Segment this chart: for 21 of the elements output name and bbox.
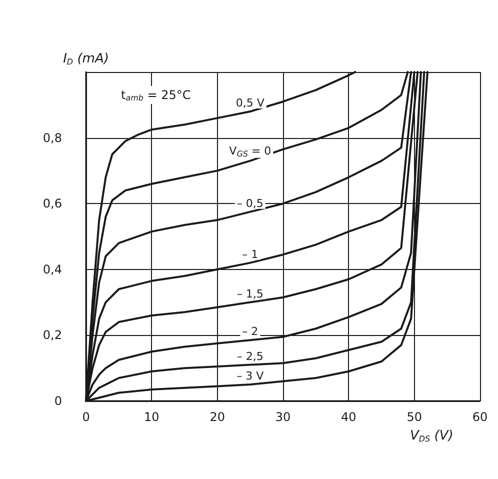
series-label: – 0,5 <box>236 196 264 210</box>
series-label: – 1 <box>242 248 258 261</box>
series-label: – 2,5 <box>236 350 264 363</box>
y-axis-title: ID (mA) <box>63 52 109 66</box>
x-tick-label: 50 <box>406 410 422 424</box>
y-tick-label: 0,6 <box>42 196 62 211</box>
y-tick-label: 0,4 <box>42 262 62 276</box>
x-tick-label: 30 <box>275 410 291 424</box>
x-tick-label: 10 <box>144 410 160 424</box>
y-tick-label: 0,8 <box>42 130 62 145</box>
x-tick-label: 40 <box>341 410 356 424</box>
y-tick-label: 0,2 <box>42 328 62 342</box>
x-tick-label: 0 <box>82 410 90 424</box>
series-label: – 2 <box>242 325 258 338</box>
series-label: – 1,5 <box>236 287 264 300</box>
x-tick-label: 60 <box>472 410 488 424</box>
series-label: – 3 V <box>236 370 264 383</box>
x-tick-label: 20 <box>210 410 225 424</box>
y-tick-label: 0 <box>54 394 62 408</box>
series-label: 0,5 V <box>236 96 265 110</box>
x-axis-title: VDS (V) <box>410 428 454 444</box>
